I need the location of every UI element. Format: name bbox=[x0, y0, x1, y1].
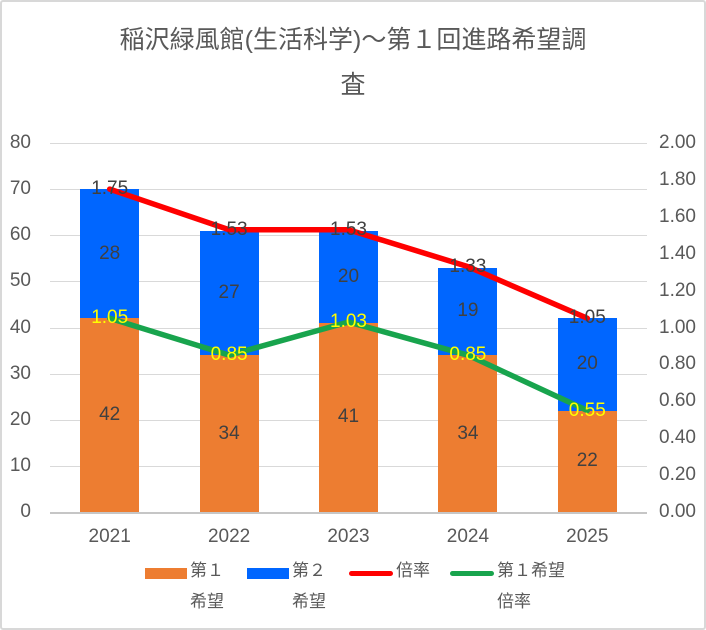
legend-line-swatch bbox=[450, 571, 494, 576]
y-axis-right-tick-label: 1.20 bbox=[659, 279, 696, 301]
bar-segment-first-choice[interactable] bbox=[199, 355, 259, 512]
line-value-label: 1.03 bbox=[330, 310, 367, 332]
x-axis-line bbox=[50, 512, 647, 514]
bar-segment-first-choice[interactable] bbox=[438, 355, 498, 512]
y-axis-right-tick-label: 1.00 bbox=[659, 316, 696, 338]
bar-value-label: 28 bbox=[99, 242, 121, 264]
legend-label: 第２ 希望 bbox=[292, 561, 326, 611]
legend-bar-swatch bbox=[247, 568, 289, 579]
bar-segment-second-choice[interactable] bbox=[319, 230, 378, 323]
y-axis-left-tick-label: 70 bbox=[9, 178, 31, 200]
bar-value-label: 42 bbox=[99, 404, 121, 426]
legend-label: 倍率 bbox=[396, 561, 430, 580]
y-axis-right-tick-label: 0.60 bbox=[659, 390, 696, 412]
bar-value-label: 20 bbox=[337, 265, 360, 287]
x-axis-label: 2024 bbox=[446, 526, 490, 547]
legend-item-first-choice-rate[interactable]: 第１希望 倍率 bbox=[450, 555, 565, 617]
bar-value-label: 27 bbox=[218, 281, 240, 303]
legend-line-swatch bbox=[349, 571, 393, 576]
bar-segment-second-choice[interactable] bbox=[80, 189, 140, 319]
bar-segment-first-choice[interactable] bbox=[557, 410, 617, 512]
bar-value-label: 22 bbox=[576, 450, 598, 472]
x-axis-label: 2021 bbox=[88, 526, 131, 547]
line-series-layer bbox=[106, 186, 591, 414]
bar-segment-first-choice[interactable] bbox=[319, 322, 378, 512]
y-axis-left-tick-label: 50 bbox=[9, 270, 31, 292]
y-axis-left-tick-label: 60 bbox=[9, 224, 31, 246]
chart-title-line2: 査 bbox=[340, 71, 366, 99]
gridline bbox=[50, 189, 647, 191]
bar-value-label: 34 bbox=[457, 422, 479, 444]
line-value-label: 1.33 bbox=[449, 255, 487, 277]
y-axis-right-tick-label: 1.40 bbox=[659, 242, 696, 264]
y-axis-right-tick-label: 2.00 bbox=[659, 132, 696, 153]
bar-segment-second-choice[interactable] bbox=[557, 318, 617, 411]
y-axis-right-tick-label: 0.40 bbox=[659, 427, 696, 449]
legend-label: 第１希望 倍率 bbox=[497, 561, 565, 611]
line-value-label: 1.53 bbox=[210, 218, 248, 240]
y-axis-left-tick-label: 40 bbox=[9, 316, 31, 338]
y-axis-left-tick-label: 0 bbox=[20, 501, 31, 522]
x-axis-label: 2025 bbox=[566, 526, 609, 547]
legend-item-second-choice[interactable]: 第２ 希望 bbox=[247, 555, 326, 617]
chart-title-line1: 稲沢緑風館(生活科学)～第１回進路希望調 bbox=[119, 26, 587, 54]
line-value-label: 0.55 bbox=[568, 399, 606, 421]
x-axis-label: 2023 bbox=[327, 526, 370, 547]
y-axis-right-tick-label: 0.00 bbox=[659, 501, 696, 522]
rate-line[interactable] bbox=[106, 186, 591, 322]
y-axis-right-tick-label: 0.20 bbox=[659, 464, 696, 486]
legend-bar-swatch bbox=[145, 568, 187, 579]
y-axis-left-tick-label: 20 bbox=[9, 408, 31, 430]
line-value-label: 0.85 bbox=[210, 344, 248, 366]
line-value-label: 0.85 bbox=[449, 344, 487, 366]
plot-area: 42 28 34 27 41 20 34 19 22 20 1.75 1.53 1.53 1.33 1.05… bbox=[50, 143, 647, 514]
x-axis-label: 2022 bbox=[207, 526, 251, 547]
y-axis-right-tick-label: 1.80 bbox=[659, 168, 696, 190]
bar-value-label: 19 bbox=[457, 300, 479, 322]
legend-item-rate[interactable]: 倍率 bbox=[349, 555, 430, 586]
line-value-label: 1.53 bbox=[330, 218, 367, 240]
gridline bbox=[50, 143, 647, 144]
bar-segment-second-choice[interactable] bbox=[438, 267, 498, 356]
y-axis-left-tick-label: 30 bbox=[9, 362, 31, 384]
legend-item-first-choice[interactable]: 第１ 希望 bbox=[145, 555, 224, 617]
line-value-label: 1.05 bbox=[91, 307, 129, 329]
bar-value-label: 34 bbox=[218, 422, 240, 444]
y-axis-left-tick-label: 80 bbox=[9, 132, 31, 153]
bar-segment-first-choice[interactable] bbox=[80, 318, 140, 512]
y-axis-left-tick-label: 10 bbox=[9, 454, 31, 476]
first-choice-rate-line[interactable] bbox=[106, 315, 591, 414]
chart-title: 稲沢緑風館(生活科学)～第１回進路希望調 査 bbox=[2, 18, 704, 108]
y-axis-right-tick-label: 0.80 bbox=[659, 353, 696, 375]
bar-segment-second-choice[interactable] bbox=[199, 230, 259, 356]
line-value-label: 1.05 bbox=[568, 307, 606, 329]
line-value-label: 1.75 bbox=[91, 178, 129, 200]
bar-value-label: 41 bbox=[337, 406, 360, 428]
legend-label: 第１ 希望 bbox=[190, 561, 224, 611]
y-axis-right-tick-label: 1.60 bbox=[659, 205, 696, 227]
bar-value-label: 20 bbox=[576, 353, 598, 375]
